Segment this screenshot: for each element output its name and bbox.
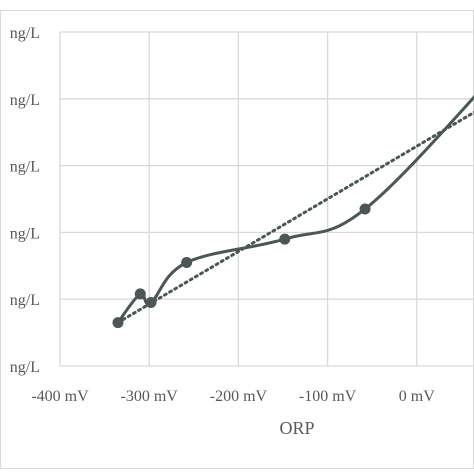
y-tick-label: ng/L — [10, 92, 40, 109]
data-point — [359, 203, 371, 215]
x-tick-label: -200 mV — [210, 388, 268, 405]
data-point — [145, 297, 157, 309]
x-tick-label: -400 mV — [31, 388, 89, 405]
x-tick-labels: -400 mV-300 mV-200 mV-100 mV0 mV100 mV — [31, 388, 435, 405]
y-tick-label: ng/L — [10, 292, 40, 309]
trend-line — [116, 110, 474, 325]
x-tick-label: -100 mV — [299, 388, 357, 405]
data-point — [112, 317, 124, 329]
y-gridlines — [60, 31, 474, 367]
y-tick-label: ng/L — [10, 159, 40, 176]
data-points — [112, 203, 371, 329]
y-tick-label: ng/L — [10, 359, 40, 376]
y-tick-label: ng/L — [10, 225, 40, 242]
data-point — [279, 233, 291, 245]
y-tick-labels: ng/L ng/L ng/L ng/L ng/L ng/L — [10, 25, 40, 376]
x-tick-label: 0 mV — [399, 388, 435, 405]
x-axis-title: ORP — [279, 418, 314, 438]
data-point — [134, 288, 146, 300]
x-tick-label: -300 mV — [121, 388, 179, 405]
series-line — [116, 94, 474, 325]
data-point — [181, 256, 193, 268]
x-gridlines — [59, 32, 418, 366]
y-tick-label: ng/L — [10, 25, 40, 42]
